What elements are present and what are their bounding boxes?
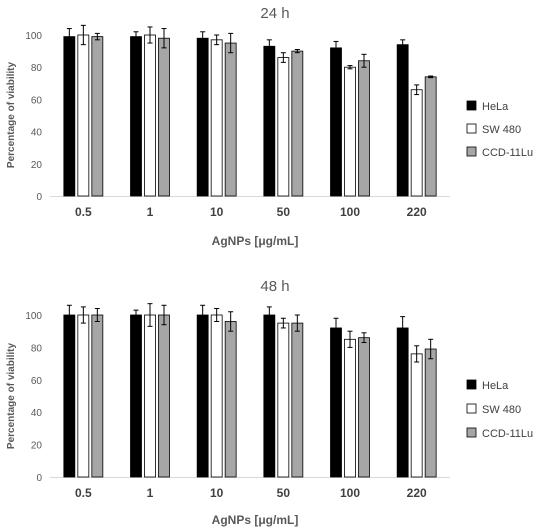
chart-panel-1: 24 h Percentage of viability 0 20 40 60 80 100 0… [6,5,533,248]
bar-sw-480 [277,57,290,197]
bar-hela [396,44,409,197]
legend-label: HeLa [482,101,509,113]
y-tick-label: 20 [31,160,43,171]
bar-hela [130,36,142,197]
bar-sw-480 [210,314,223,478]
bar-sw-480 [77,314,90,478]
chart-title: 48 h [260,278,289,295]
chart-panel-2: 48 h Percentage of viability 0 20 40 60 80 100 0… [6,278,533,527]
y-tick-label: 80 [31,63,43,74]
x-tick-label: 10 [210,205,224,219]
bar-ccd-11lu [91,314,104,478]
legend-swatch-hela [466,379,477,390]
bar-sw-480 [144,34,156,197]
y-tick-label: 100 [25,311,42,322]
legend-swatch-sw-480 [466,123,477,134]
bar-ccd-11lu [358,60,370,197]
y-tick-label: 40 [31,128,43,139]
bar-ccd-11lu [224,321,237,478]
legend-swatch-sw-480 [466,403,477,414]
bar-hela [196,37,209,197]
bar-sw-480 [277,322,290,478]
bar-ccd-11lu [424,76,437,197]
x-axis-label: AgNPs [μg/mL] [212,234,299,248]
bar-hela [263,314,276,478]
y-tick-label: 80 [31,343,43,354]
bar-ccd-11lu [291,50,304,197]
bar-hela [130,314,142,478]
bar-hela [63,314,76,478]
bar-ccd-11lu [158,314,170,478]
bar-hela [263,45,276,197]
legend-swatch-hela [466,100,477,111]
bar-hela [196,314,209,478]
bar-hela [330,47,342,197]
y-tick-label: 40 [31,408,43,419]
y-axis-label: Percentage of viability [6,61,17,168]
x-tick-label: 100 [340,486,360,500]
bar-ccd-11lu [91,36,104,197]
bar-sw-480 [344,338,356,478]
bar-hela [63,36,76,197]
bar-sw-480 [410,353,423,478]
x-axis-label: AgNPs [μg/mL] [212,513,299,527]
x-tick-label: 10 [210,486,224,500]
bar-sw-480 [77,34,90,197]
legend-label: HeLa [482,380,509,392]
x-tick-label: 50 [277,205,291,219]
y-tick-label: 100 [25,31,42,42]
legend-swatch-ccd-11lu [466,146,477,157]
bar-hela [396,327,409,478]
bar-sw-480 [144,314,156,478]
legend-label: SW 480 [482,124,521,136]
legend-label: SW 480 [482,404,521,416]
x-tick-label: 220 [407,486,427,500]
bar-sw-480 [210,39,223,197]
legend-swatch-ccd-11lu [466,427,477,438]
x-tick-label: 1 [147,205,154,219]
x-tick-label: 0.5 [75,205,92,219]
x-tick-label: 0.5 [75,486,92,500]
legend-label: CCD-11Lu [482,147,533,159]
x-tick-label: 1 [147,486,154,500]
y-tick-label: 0 [36,473,42,484]
y-axis-label: Percentage of viability [6,342,17,449]
bar-sw-480 [344,66,356,197]
y-tick-label: 0 [36,192,42,203]
legend-label: CCD-11Lu [482,428,533,440]
x-tick-label: 100 [340,205,360,219]
bar-ccd-11lu [291,322,304,478]
bar-ccd-11lu [424,348,437,478]
bar-ccd-11lu [358,337,370,478]
y-tick-label: 60 [31,376,43,387]
x-tick-label: 220 [407,205,427,219]
bar-ccd-11lu [158,37,170,197]
x-tick-label: 50 [277,486,291,500]
bar-hela [330,327,342,478]
y-tick-label: 60 [31,95,43,106]
bar-sw-480 [410,89,423,197]
y-tick-label: 20 [31,441,43,452]
bar-ccd-11lu [224,42,237,197]
chart-title: 24 h [260,5,289,22]
